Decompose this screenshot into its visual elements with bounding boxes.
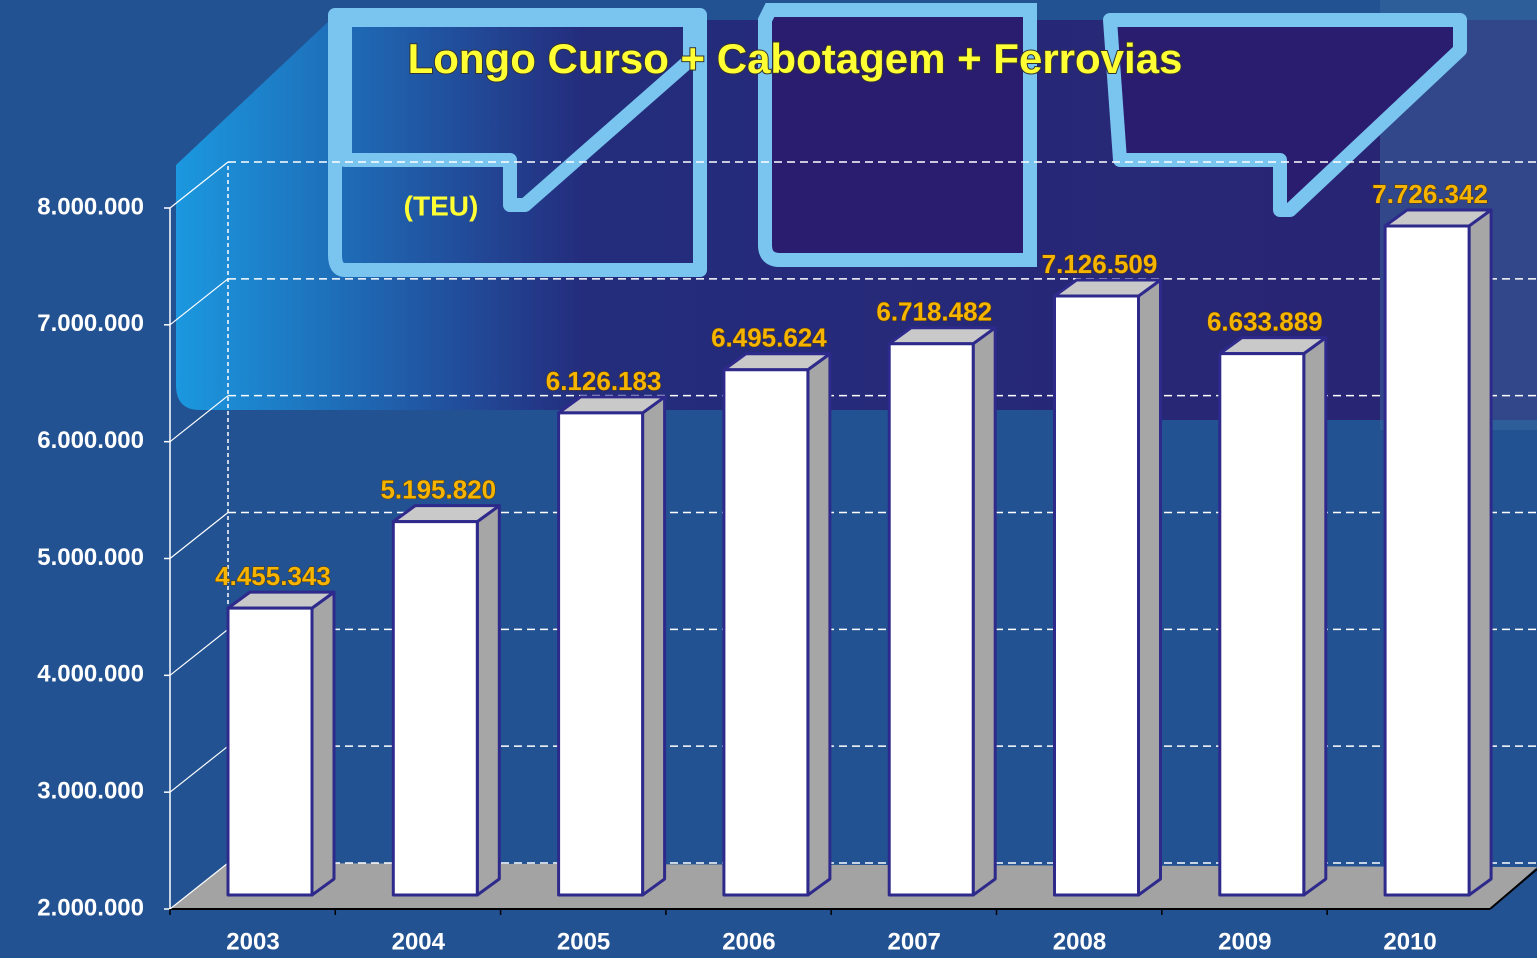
value-label: 6.126.183 (546, 366, 662, 396)
x-tick-label: 2004 (392, 928, 446, 955)
y-tick-label: 4.000.000 (37, 661, 144, 688)
y-tick-label: 6.000.000 (37, 427, 144, 454)
x-tick-label: 2009 (1218, 928, 1271, 955)
bar-side (1139, 280, 1161, 895)
bar (1385, 226, 1469, 895)
bar (724, 370, 808, 895)
y-tick-label: 5.000.000 (37, 544, 144, 571)
bar-side (808, 354, 830, 895)
chart-title: Longo Curso + Cabotagem + Ferrovias (408, 35, 1183, 82)
y-tick-label: 8.000.000 (37, 193, 144, 220)
page: 2.000.000 3.000.000 4.000.000 5.000.000 6.00… (0, 0, 1537, 958)
bar (889, 344, 973, 895)
bar-side (643, 397, 665, 895)
bar-side (973, 328, 995, 895)
bar-side (477, 506, 499, 895)
bar-side (1304, 338, 1326, 895)
value-label: 7.726.342 (1372, 179, 1488, 209)
floor (170, 863, 1537, 909)
x-tick-label: 2006 (722, 928, 775, 955)
x-tick-label: 2008 (1053, 928, 1106, 955)
value-label: 6.495.624 (711, 323, 827, 353)
x-tick-label: 2010 (1383, 928, 1436, 955)
y-tick-label: 7.000.000 (37, 310, 144, 337)
value-label: 6.718.482 (876, 297, 992, 327)
bar (1220, 354, 1304, 895)
x-tick-label: 2005 (557, 928, 610, 955)
chart: 2.000.000 3.000.000 4.000.000 5.000.000 6.00… (0, 0, 1537, 958)
x-tick-label: 2007 (888, 928, 941, 955)
value-label: 6.633.889 (1207, 306, 1323, 336)
y-tick-label: 2.000.000 (37, 894, 144, 921)
value-label: 5.195.820 (380, 474, 496, 504)
bar (559, 413, 643, 895)
value-label: 7.126.509 (1042, 249, 1158, 279)
bar-side (312, 592, 334, 895)
bar (393, 522, 477, 895)
bar-side (1469, 210, 1491, 895)
bar (228, 608, 312, 895)
value-label: 4.455.343 (215, 561, 331, 591)
chart-subtitle: (TEU) (404, 190, 479, 221)
y-tick-label: 3.000.000 (37, 778, 144, 805)
x-tick-label: 2003 (226, 928, 279, 955)
bar (1055, 296, 1139, 895)
